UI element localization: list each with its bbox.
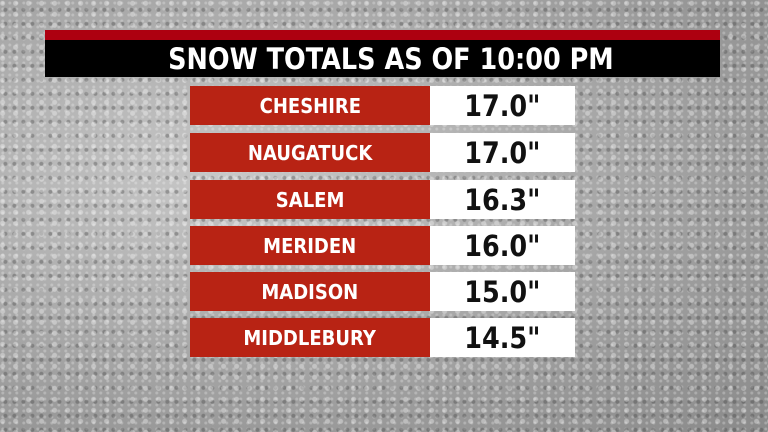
accent-bar <box>45 30 720 40</box>
table-row: MIDDLEBURY 14.5" <box>190 318 575 357</box>
town-name: CHESHIRE <box>259 93 361 118</box>
page-title: SNOW TOTALS AS OF 10:00 PM <box>168 41 615 76</box>
table-row: SALEM 16.3" <box>190 180 575 219</box>
table-row: MERIDEN 16.0" <box>190 226 575 265</box>
snow-total: 14.5" <box>464 320 541 355</box>
town-name: MIDDLEBURY <box>243 325 377 350</box>
town-name: MADISON <box>261 279 359 304</box>
snow-total: 16.3" <box>464 182 541 217</box>
snow-total: 17.0" <box>464 88 541 123</box>
snow-total: 16.0" <box>464 228 541 263</box>
town-name: MERIDEN <box>263 233 357 258</box>
town-name: SALEM <box>275 187 345 212</box>
snow-total: 15.0" <box>464 274 541 309</box>
table-row: MADISON 15.0" <box>190 272 575 311</box>
title-bar: SNOW TOTALS AS OF 10:00 PM <box>45 40 720 77</box>
town-name: NAUGATUCK <box>247 140 373 165</box>
snow-total: 17.0" <box>464 135 541 170</box>
table-row: NAUGATUCK 17.0" <box>190 133 575 172</box>
table-row: CHESHIRE 17.0" <box>190 86 575 125</box>
